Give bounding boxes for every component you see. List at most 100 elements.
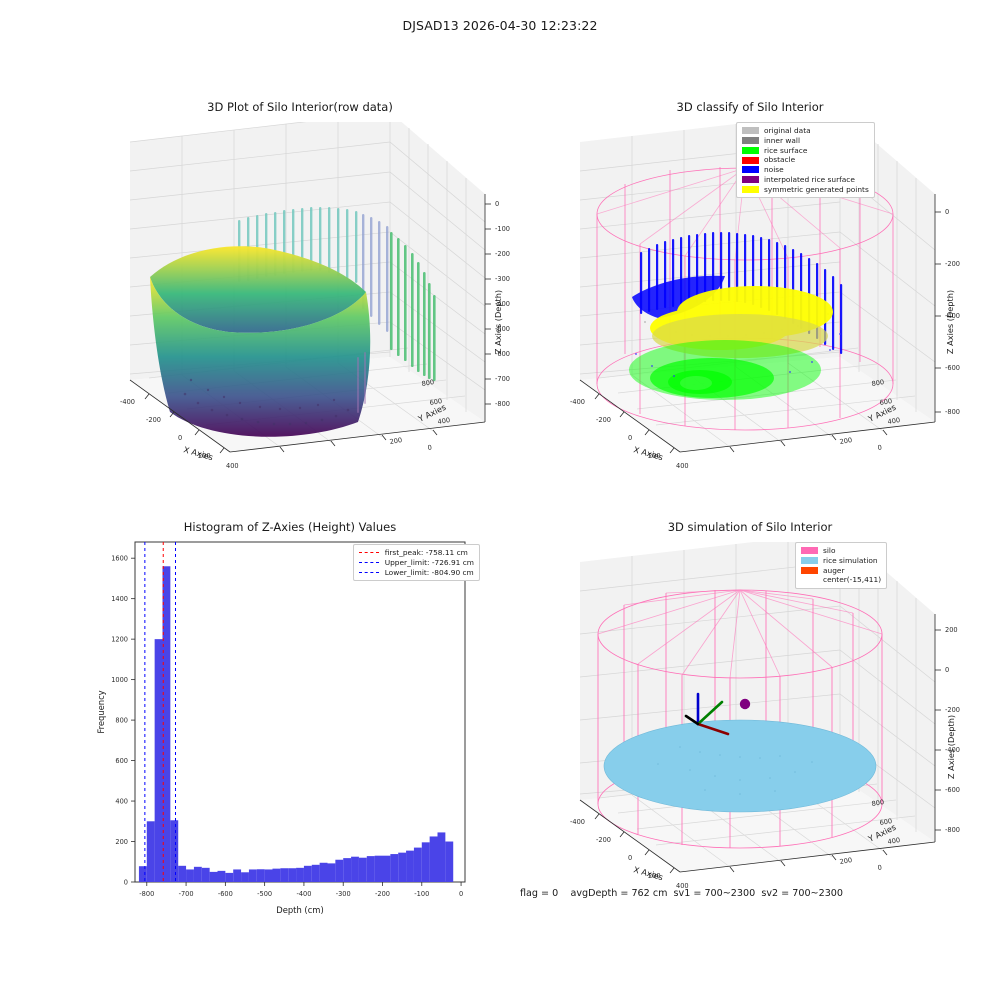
legend-item-interpolated-rice-surface: interpolated rice surface [742, 175, 869, 185]
histogram-bar [154, 639, 163, 882]
simulation-3d-axes[interactable]: 200 0 -200 -400 -600 -800 Z Axies (Depth… [540, 542, 960, 890]
raw-3d-ztick-3: -300 [495, 275, 510, 283]
raw-3d-ztick-6: -600 [495, 350, 510, 358]
histogram-bar [256, 869, 265, 882]
simulation-3d-xtick-4: 400 [676, 882, 689, 890]
raw-3d-ztick-1: -100 [495, 225, 510, 233]
legend-label-rice-simulation: rice simulation [823, 555, 878, 565]
silo-wireframe-simulation [597, 589, 883, 849]
raw-3d-ztick-5: -500 [495, 325, 510, 333]
raw-3d-xtick-3: 200 [198, 452, 211, 460]
legend-label-upper-limit: Upper_limit: -726.91 cm [384, 557, 474, 567]
classify-3d-ztick-2: -400 [945, 312, 960, 320]
legend-item-upper-limit: Upper_limit: -726.91 cm [358, 557, 474, 568]
legend-dash-first-peak [358, 552, 379, 554]
histogram-bars [138, 566, 454, 882]
histogram-xtick: 0 [459, 890, 463, 898]
legend-label-symmetric-generated-points: symmetric generated points [764, 184, 869, 194]
legend-item-lower-limit: Lower_limit: -804.90 cm [358, 568, 474, 578]
legend-swatch-obstacle [742, 156, 759, 164]
histogram-bar [146, 821, 155, 882]
histogram-bar [296, 867, 304, 882]
legend-item-obstacle: obstacle [742, 155, 869, 165]
histogram-axes[interactable]: 0 200 400 600 800 1000 1200 1400 1600 -800 -700 -6… [90, 520, 490, 920]
histogram-xtick: -200 [375, 890, 390, 898]
simulation-3d-ytick-3: 600 [879, 817, 893, 827]
legend-swatch-original-data [742, 127, 759, 135]
classify-3d-xtick-3: 200 [648, 452, 661, 460]
legend-label-auger: auger [823, 565, 845, 575]
status-line: flag = 0 avgDepth = 762 cm sv1 = 700~230… [520, 888, 844, 899]
legend-dash-lower-limit [358, 571, 379, 573]
raw-3d-ytick-4: 800 [421, 378, 435, 388]
histogram-xtick: -800 [139, 890, 154, 898]
histogram-bar [327, 863, 336, 882]
histogram-bar [390, 854, 399, 882]
legend-label-obstacle: obstacle [764, 155, 796, 165]
legend-label-first-peak: first_peak: -758.11 cm [384, 548, 468, 557]
legend-item-symmetric-generated-points: symmetric generated points [742, 185, 869, 195]
histogram-bar [429, 836, 438, 882]
histogram-bar [138, 866, 147, 882]
classify-3d-ytick-4: 800 [871, 378, 885, 388]
raw-3d-ztick-8: -800 [495, 400, 510, 408]
legend-label-center: center(-15,411) [823, 575, 882, 585]
classify-3d-xtick-1: -200 [596, 416, 611, 424]
histogram-bar [209, 871, 218, 882]
raw-3d-xtick-1: -200 [146, 416, 161, 424]
simulation-3d-ytick-2: 400 [887, 836, 901, 846]
histogram-bar [201, 867, 210, 882]
histogram-xtick: -400 [296, 890, 311, 898]
legend-label-silo: silo [823, 546, 836, 555]
histogram-bar [170, 820, 179, 882]
legend-label-rice-surface: rice surface [764, 145, 808, 155]
legend-item-noise: noise [742, 165, 869, 175]
histogram-bar [272, 868, 281, 882]
histogram-ytick: 800 [115, 716, 128, 724]
simulation-3d-ztick-5: -800 [945, 826, 960, 834]
histogram-bar [421, 842, 430, 882]
histogram-bar [186, 869, 194, 882]
histogram-bar [162, 566, 171, 882]
histogram-xtick: -500 [257, 890, 272, 898]
legend-label-inner-wall: inner wall [764, 135, 801, 145]
simulation-3d-xtick-1: -200 [596, 836, 611, 844]
raw-3d-xtick-0: -400 [120, 398, 135, 406]
panel-histogram: Histogram of Z-Axies (Height) Values 0 20… [90, 520, 490, 920]
legend-item-auger: auger [801, 566, 881, 576]
legend-label-original-data: original data [764, 126, 811, 135]
classify-3d-ztick-3: -600 [945, 364, 960, 372]
panel-simulation-3d: 3D simulation of Silo Interior [540, 520, 960, 890]
histogram-bar [303, 865, 312, 882]
figure-suptitle: DJSAD13 2026-04-30 12:23:22 [402, 18, 598, 33]
histogram-ytick: 600 [115, 757, 128, 765]
classify-3d-ytick-3: 600 [879, 397, 893, 407]
raw-3d-axes[interactable]: 0 -100 -200 -300 -400 -500 -600 -700 -80… [90, 122, 510, 470]
auger-axes-arrows [684, 692, 730, 736]
raw-3d-ztick-2: -200 [495, 250, 510, 258]
histogram-bar [413, 847, 422, 882]
raw-3d-ytick-2: 400 [437, 416, 451, 426]
raw-3d-ytick-1: 200 [389, 436, 403, 446]
histogram-bar [382, 855, 391, 882]
panel-raw-3d: 3D Plot of Silo Interior(row data) [90, 100, 510, 470]
classify-3d-ztick-1: -200 [945, 260, 960, 268]
legend-label-interpolated-rice-surface: interpolated rice surface [764, 174, 855, 184]
histogram-xtick: -100 [414, 890, 429, 898]
legend-item-first-peak: first_peak: -758.11 cm [358, 548, 474, 558]
histogram-ytick: 1200 [111, 636, 128, 644]
classify-3d-xtick-0: -400 [570, 398, 585, 406]
simulation-3d-xtick-3: 200 [648, 872, 661, 880]
simulation-3d-ztick-1: 0 [945, 666, 949, 674]
classify-3d-axes[interactable]: 0 -200 -400 -600 -800 Z Axies (Depth) -4… [540, 122, 960, 470]
raw-3d-title: 3D Plot of Silo Interior(row data) [207, 100, 393, 114]
histogram-ytick: 1400 [111, 595, 128, 603]
legend-item-center: center(-15,411) [801, 575, 881, 585]
histogram-bar [311, 864, 320, 882]
histogram-ytick: 1000 [111, 676, 128, 684]
simulation-3d-ytick-4: 800 [871, 798, 885, 808]
classify-3d-title: 3D classify of Silo Interior [676, 100, 824, 114]
histogram-ytick: 1600 [111, 555, 128, 563]
legend-item-silo: silo [801, 546, 881, 556]
